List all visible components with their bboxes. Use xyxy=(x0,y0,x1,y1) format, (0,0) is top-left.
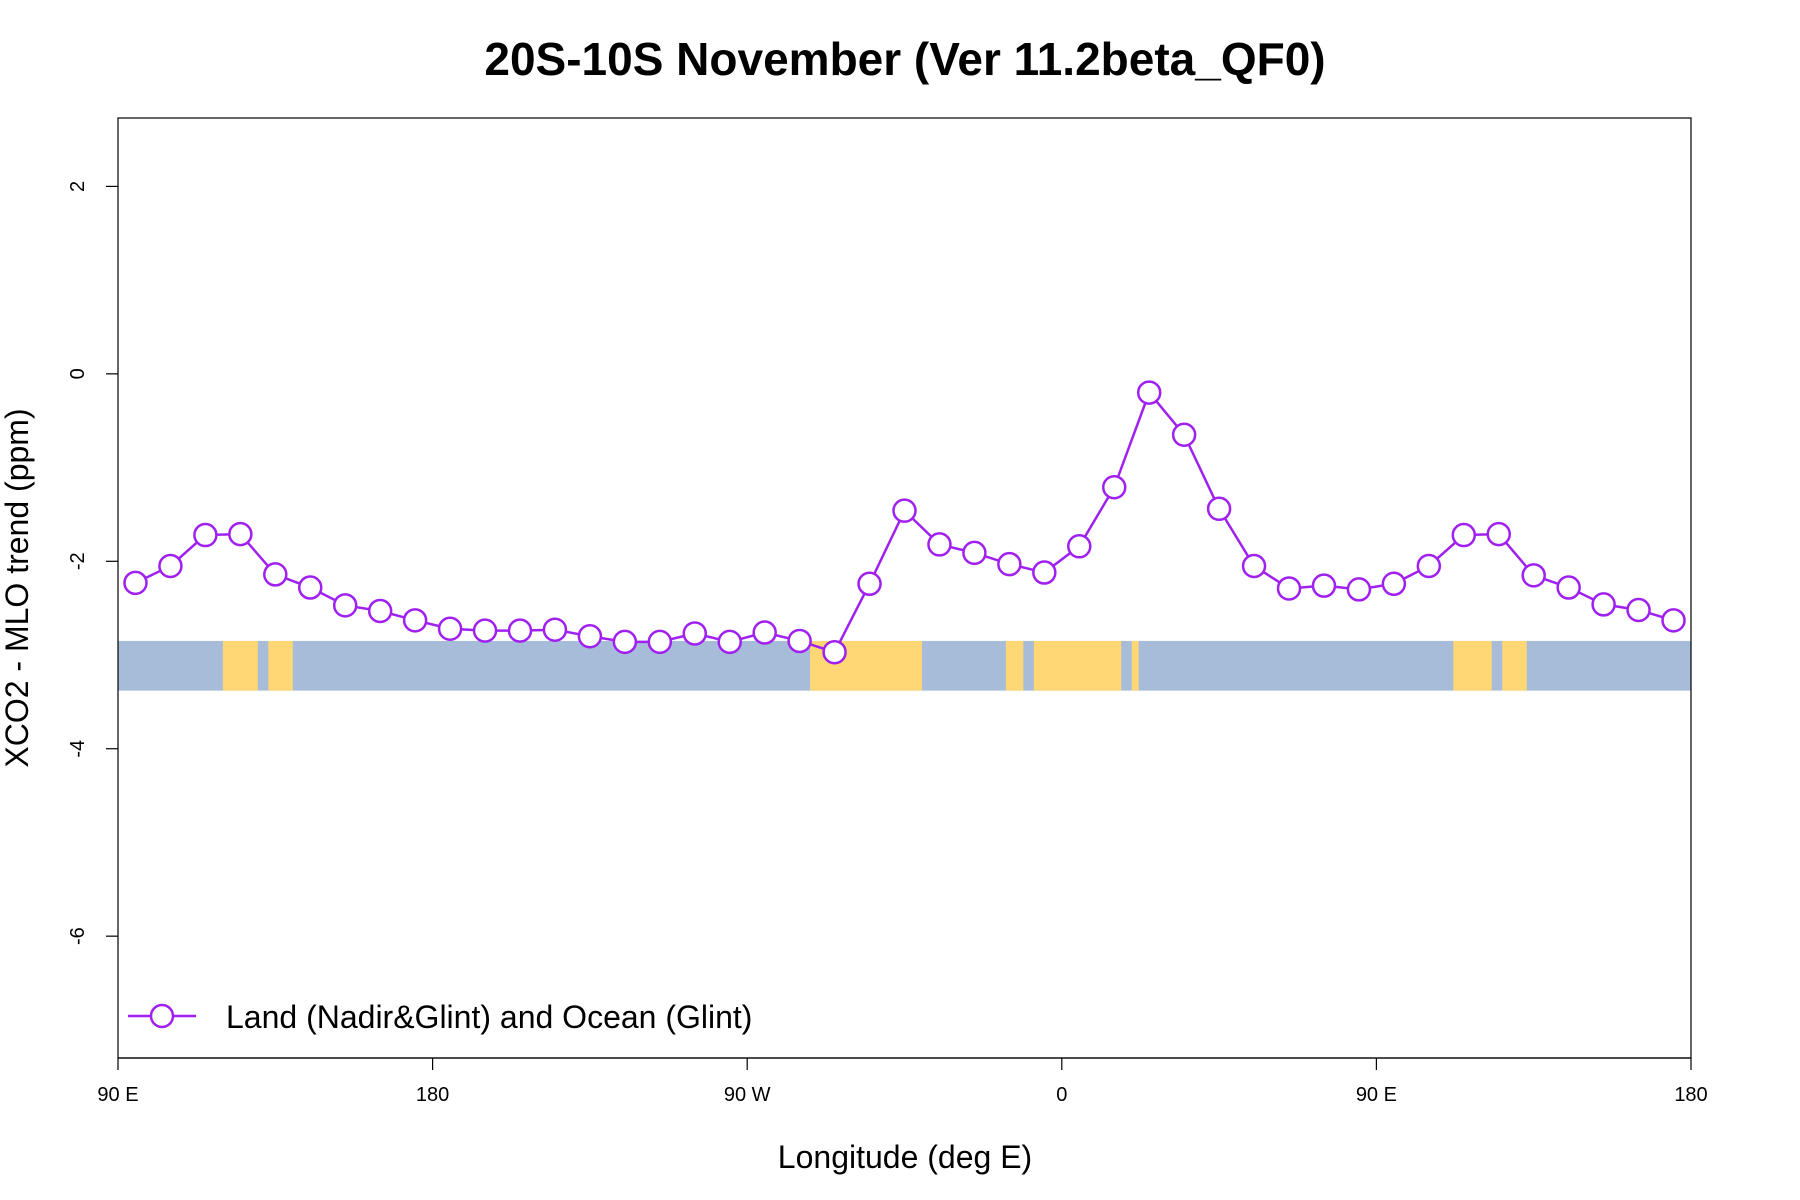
data-point xyxy=(158,553,183,579)
data-point xyxy=(787,628,812,654)
data-point xyxy=(1032,560,1057,585)
data-point xyxy=(472,618,498,643)
data-point xyxy=(1241,553,1267,579)
legend: Land (Nadir&Glint) and Ocean (Glint) xyxy=(128,999,752,1035)
chart-title: 20S-10S November (Ver 11.2beta_QF0) xyxy=(484,33,1325,85)
data-point xyxy=(892,498,917,523)
data-point xyxy=(507,618,533,643)
data-point xyxy=(1206,496,1232,522)
data-point xyxy=(437,616,463,642)
data-point xyxy=(263,562,288,587)
data-point xyxy=(857,571,882,597)
land-segment xyxy=(1005,640,1024,691)
data-point xyxy=(1171,422,1197,448)
data-point xyxy=(123,570,148,596)
y-tick-label: -4 xyxy=(67,740,89,758)
data-point xyxy=(612,629,638,655)
data-point xyxy=(367,598,393,624)
data-point xyxy=(1346,577,1372,602)
y-tick-label: -6 xyxy=(67,927,89,945)
x-tick-label: 180 xyxy=(416,1084,449,1106)
x-tick-label: 0 xyxy=(1056,1084,1067,1106)
series-layer xyxy=(123,380,1686,665)
data-point xyxy=(962,540,987,566)
y-tick-label: 2 xyxy=(67,181,89,192)
land-segment xyxy=(1033,640,1122,691)
x-tick-label: 180 xyxy=(1674,1084,1707,1106)
x-tick-label: 90 E xyxy=(97,1084,138,1106)
data-point xyxy=(1136,380,1162,405)
data-point xyxy=(1101,475,1127,500)
land-segment xyxy=(1453,640,1492,691)
data-point xyxy=(1521,563,1546,588)
data-point xyxy=(1067,534,1092,559)
data-point xyxy=(1276,576,1302,601)
land-segment xyxy=(1131,640,1139,691)
data-point xyxy=(717,629,742,655)
data-point xyxy=(577,624,603,649)
data-point xyxy=(1381,571,1407,597)
y-axis: 2 0 -2 -4 -6 xyxy=(67,181,118,945)
data-point xyxy=(1451,522,1477,548)
data-point xyxy=(822,639,847,665)
data-point xyxy=(1311,573,1337,598)
land-segment xyxy=(268,640,293,691)
data-point xyxy=(332,593,358,618)
y-axis-label: XCO2 - MLO trend (ppm) xyxy=(0,408,35,767)
data-point xyxy=(402,608,428,633)
data-point xyxy=(1661,608,1686,633)
data-point xyxy=(1556,575,1581,600)
y-tick-label: -2 xyxy=(67,552,89,570)
data-point xyxy=(647,629,673,655)
land-segment xyxy=(222,640,258,691)
x-axis: 90 E 180 90 W 0 90 E 180 xyxy=(97,1057,1708,1106)
data-point xyxy=(1486,521,1511,547)
plot-frame xyxy=(117,117,1692,1059)
x-tick-label: 90 E xyxy=(1356,1084,1397,1106)
data-point xyxy=(997,551,1022,577)
data-point xyxy=(1591,592,1616,617)
legend-marker xyxy=(149,1003,175,1029)
data-point xyxy=(682,621,708,646)
data-point xyxy=(1626,597,1651,623)
land-ocean-band xyxy=(118,640,1691,691)
legend-label: Land (Nadir&Glint) and Ocean (Glint) xyxy=(226,999,752,1035)
data-point xyxy=(193,522,218,548)
x-axis-label: Longitude (deg E) xyxy=(778,1139,1032,1175)
data-point xyxy=(1416,553,1442,579)
x-tick-label: 90 W xyxy=(724,1084,771,1106)
y-tick-label: 0 xyxy=(67,368,89,379)
data-point xyxy=(752,620,777,645)
data-point xyxy=(298,575,323,600)
data-point xyxy=(228,521,253,547)
data-point xyxy=(542,617,568,642)
data-point xyxy=(927,532,952,557)
land-segment xyxy=(1502,640,1527,691)
